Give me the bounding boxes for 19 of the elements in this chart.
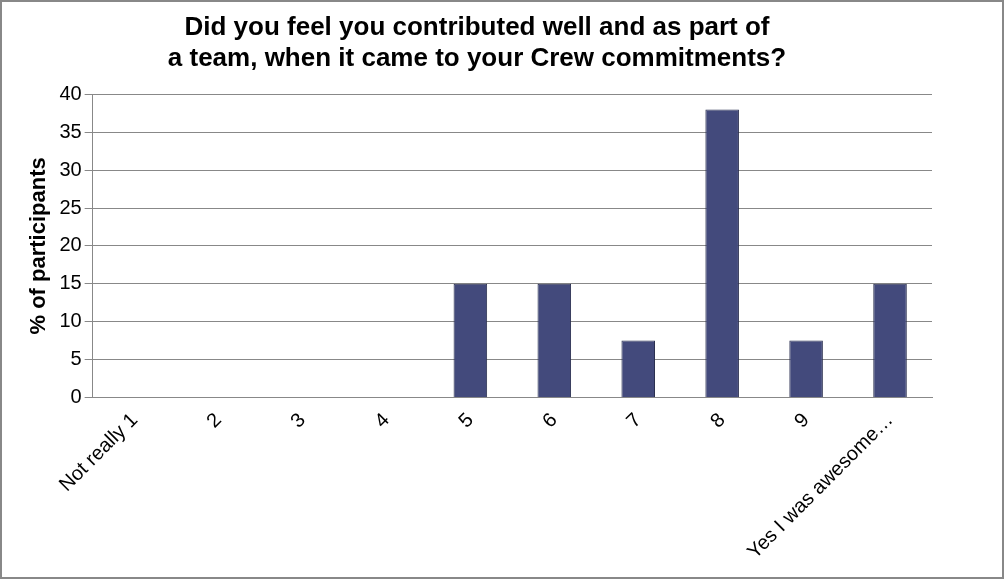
x-tick-label: 5 [453,408,478,432]
x-tick-label: 3 [285,408,310,432]
chart-title: Did you feel you contributed well and as part of a team, when it came to your Crew commitments? [167,10,787,72]
x-tick-label: 9 [789,408,813,432]
y-tick-label: 30 [59,157,82,180]
x-tick-label: 4 [369,408,394,432]
y-axis-title: % of participants [25,157,51,335]
y-tick-label: 35 [59,119,82,142]
y-tick-label: 20 [59,233,82,256]
y-tick-label: 5 [70,347,82,370]
x-tick-label: 8 [705,408,729,432]
y-tick-label: 0 [70,384,82,407]
y-tick-label: 15 [59,271,82,294]
x-tick-label: 2 [201,408,226,432]
x-tick-label: 7 [621,408,645,432]
y-tick-label: 25 [59,195,82,218]
y-tick-label: 40 [59,81,82,104]
y-tick-label: 10 [59,309,82,332]
x-tick-label: 6 [537,408,562,432]
